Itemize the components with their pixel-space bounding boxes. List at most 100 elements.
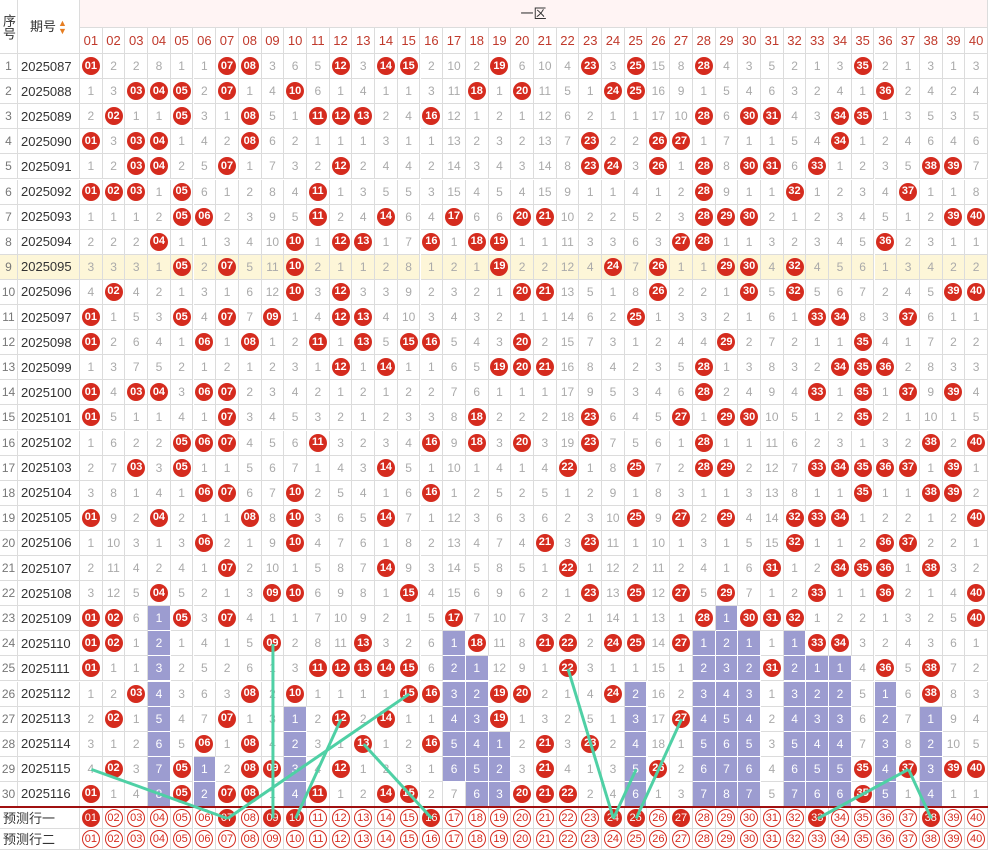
prediction-ball-02[interactable]: 02 xyxy=(104,809,123,827)
prediction-ball-28[interactable]: 28 xyxy=(694,830,713,848)
prediction-ball-26[interactable]: 26 xyxy=(649,830,668,848)
prediction-ball-19[interactable]: 19 xyxy=(490,809,509,827)
prediction-ball-22[interactable]: 22 xyxy=(558,809,577,827)
prediction-ball-19[interactable]: 19 xyxy=(490,830,509,848)
prediction-ball-17[interactable]: 17 xyxy=(445,809,464,827)
prediction-cell-18[interactable]: 18 xyxy=(465,829,489,850)
prediction-cell-27[interactable]: 27 xyxy=(670,808,693,829)
prediction-cell-29[interactable]: 29 xyxy=(715,829,739,850)
prediction-cell-29[interactable]: 29 xyxy=(715,808,739,829)
prediction-cell-11[interactable]: 11 xyxy=(307,808,330,829)
prediction-ball-07[interactable]: 07 xyxy=(218,830,237,848)
prediction-ball-31[interactable]: 31 xyxy=(762,830,781,848)
prediction-ball-17[interactable]: 17 xyxy=(445,830,464,848)
prediction-cell-26[interactable]: 26 xyxy=(647,808,671,829)
prediction-cell-34[interactable]: 34 xyxy=(829,808,852,829)
prediction-ball-40[interactable]: 40 xyxy=(967,809,986,827)
prediction-cell-01[interactable]: 01 xyxy=(80,829,103,850)
prediction-ball-25[interactable]: 25 xyxy=(626,830,645,848)
prediction-ball-15[interactable]: 15 xyxy=(399,830,418,848)
prediction-ball-24[interactable]: 24 xyxy=(603,809,622,827)
prediction-cell-10[interactable]: 10 xyxy=(284,808,307,829)
prediction-cell-13[interactable]: 13 xyxy=(352,808,376,829)
prediction-ball-03[interactable]: 03 xyxy=(127,809,146,827)
prediction-cell-40[interactable]: 40 xyxy=(965,829,988,850)
prediction-cell-15[interactable]: 15 xyxy=(397,829,421,850)
prediction-ball-11[interactable]: 11 xyxy=(308,830,327,848)
prediction-cell-17[interactable]: 17 xyxy=(443,808,466,829)
prediction-cell-03[interactable]: 03 xyxy=(125,808,149,829)
prediction-ball-28[interactable]: 28 xyxy=(694,809,713,827)
prediction-cell-26[interactable]: 26 xyxy=(647,829,671,850)
prediction-ball-35[interactable]: 35 xyxy=(853,830,872,848)
prediction-cell-28[interactable]: 28 xyxy=(692,829,716,850)
prediction-cell-08[interactable]: 08 xyxy=(238,808,262,829)
prediction-cell-36[interactable]: 36 xyxy=(874,829,898,850)
prediction-cell-22[interactable]: 22 xyxy=(556,808,580,829)
prediction-cell-20[interactable]: 20 xyxy=(511,808,534,829)
prediction-cell-18[interactable]: 18 xyxy=(465,808,489,829)
prediction-cell-01[interactable]: 01 xyxy=(80,808,103,829)
prediction-ball-16[interactable]: 16 xyxy=(422,830,441,848)
prediction-ball-05[interactable]: 05 xyxy=(172,830,191,848)
prediction-cell-32[interactable]: 32 xyxy=(783,808,807,829)
period-header[interactable]: 期号 ▲ ▼ xyxy=(18,0,80,54)
prediction-ball-02[interactable]: 02 xyxy=(104,830,123,848)
prediction-ball-38[interactable]: 38 xyxy=(921,830,940,848)
prediction-cell-27[interactable]: 27 xyxy=(670,829,693,850)
prediction-ball-23[interactable]: 23 xyxy=(581,809,600,827)
prediction-cell-30[interactable]: 30 xyxy=(738,808,761,829)
prediction-cell-14[interactable]: 14 xyxy=(375,829,398,850)
prediction-cell-12[interactable]: 12 xyxy=(329,808,353,829)
prediction-ball-40[interactable]: 40 xyxy=(967,830,986,848)
prediction-ball-21[interactable]: 21 xyxy=(535,830,554,848)
prediction-cell-31[interactable]: 31 xyxy=(761,829,784,850)
prediction-ball-35[interactable]: 35 xyxy=(853,809,872,827)
prediction-cell-05[interactable]: 05 xyxy=(170,829,194,850)
prediction-cell-21[interactable]: 21 xyxy=(534,829,557,850)
prediction-ball-06[interactable]: 06 xyxy=(195,830,214,848)
prediction-ball-04[interactable]: 04 xyxy=(149,809,168,827)
prediction-cell-15[interactable]: 15 xyxy=(397,808,421,829)
prediction-cell-23[interactable]: 23 xyxy=(579,808,603,829)
prediction-ball-33[interactable]: 33 xyxy=(808,809,827,827)
prediction-cell-04[interactable]: 04 xyxy=(148,829,171,850)
prediction-ball-37[interactable]: 37 xyxy=(899,830,918,848)
prediction-cell-22[interactable]: 22 xyxy=(556,829,580,850)
prediction-ball-09[interactable]: 09 xyxy=(263,809,282,827)
prediction-ball-26[interactable]: 26 xyxy=(649,809,668,827)
prediction-ball-13[interactable]: 13 xyxy=(354,830,373,848)
prediction-cell-13[interactable]: 13 xyxy=(352,829,376,850)
prediction-ball-20[interactable]: 20 xyxy=(513,809,532,827)
prediction-ball-39[interactable]: 39 xyxy=(944,830,963,848)
prediction-cell-39[interactable]: 39 xyxy=(942,829,966,850)
prediction-ball-08[interactable]: 08 xyxy=(240,830,259,848)
prediction-ball-14[interactable]: 14 xyxy=(376,809,395,827)
prediction-cell-25[interactable]: 25 xyxy=(624,808,648,829)
prediction-cell-08[interactable]: 08 xyxy=(238,829,262,850)
prediction-ball-33[interactable]: 33 xyxy=(808,830,827,848)
prediction-cell-40[interactable]: 40 xyxy=(965,808,988,829)
prediction-ball-27[interactable]: 27 xyxy=(672,830,691,848)
prediction-ball-21[interactable]: 21 xyxy=(535,809,554,827)
prediction-ball-08[interactable]: 08 xyxy=(240,809,259,827)
prediction-cell-02[interactable]: 02 xyxy=(102,808,126,829)
sort-icon[interactable]: ▲ ▼ xyxy=(58,17,67,36)
prediction-ball-36[interactable]: 36 xyxy=(876,809,895,827)
prediction-ball-20[interactable]: 20 xyxy=(513,830,532,848)
prediction-ball-36[interactable]: 36 xyxy=(876,830,895,848)
prediction-ball-32[interactable]: 32 xyxy=(785,830,804,848)
prediction-cell-24[interactable]: 24 xyxy=(602,808,625,829)
prediction-cell-03[interactable]: 03 xyxy=(125,829,149,850)
prediction-ball-37[interactable]: 37 xyxy=(899,809,918,827)
prediction-ball-31[interactable]: 31 xyxy=(762,809,781,827)
prediction-cell-09[interactable]: 09 xyxy=(261,829,285,850)
prediction-ball-25[interactable]: 25 xyxy=(626,809,645,827)
prediction-ball-18[interactable]: 18 xyxy=(467,809,486,827)
prediction-ball-34[interactable]: 34 xyxy=(830,809,849,827)
prediction-cell-04[interactable]: 04 xyxy=(148,808,171,829)
prediction-cell-17[interactable]: 17 xyxy=(443,829,466,850)
prediction-ball-13[interactable]: 13 xyxy=(354,809,373,827)
prediction-cell-07[interactable]: 07 xyxy=(216,829,239,850)
prediction-cell-28[interactable]: 28 xyxy=(692,808,716,829)
